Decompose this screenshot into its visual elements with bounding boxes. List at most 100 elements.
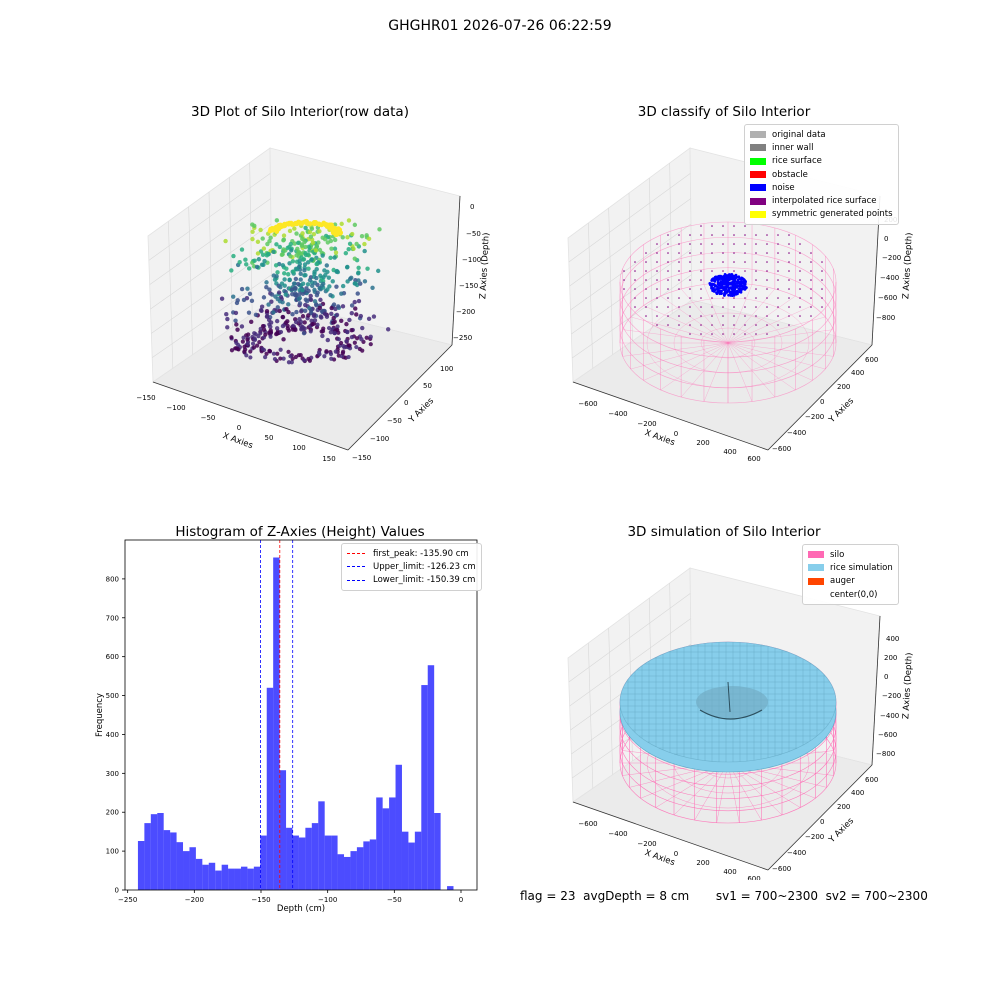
legend-label: original data	[772, 129, 826, 140]
raw-point	[356, 298, 362, 304]
raw-point	[370, 285, 375, 290]
surface-dot	[656, 252, 658, 254]
raw-point	[261, 295, 267, 300]
raw-point	[273, 224, 279, 230]
raw-point	[300, 314, 306, 319]
silo-floor-spoke	[727, 305, 813, 344]
raw-point	[239, 324, 245, 329]
legend-swatch	[750, 197, 766, 205]
raw-point	[271, 310, 276, 315]
legend-label: inner wall	[772, 142, 814, 153]
surface-dot	[788, 234, 790, 236]
raw-point	[305, 282, 311, 287]
raw-point	[258, 331, 263, 336]
raw-point	[303, 218, 309, 224]
surface-dot	[744, 243, 746, 245]
raw-point	[349, 303, 355, 308]
surface-dot	[700, 243, 702, 245]
raw-point	[282, 283, 287, 288]
raw-point	[325, 337, 331, 343]
raw-xtick: −100	[166, 404, 185, 412]
surface-dot	[656, 261, 658, 263]
raw-point	[293, 319, 299, 325]
noise-point	[730, 273, 734, 276]
surface-dot	[733, 252, 735, 254]
raw-point	[319, 283, 325, 288]
surface-dot	[788, 306, 790, 308]
noise-point	[716, 286, 720, 290]
figure-title: GHGHR01 2026-07-26 06:22:59	[388, 18, 612, 34]
raw-point	[260, 324, 266, 329]
raw-point	[253, 312, 259, 318]
raw-point	[314, 244, 319, 249]
surface-dot	[634, 279, 636, 281]
raw-point	[322, 268, 327, 273]
simulation-xlabel: X Axies	[643, 848, 676, 868]
raw-point	[241, 297, 247, 303]
raw-point	[306, 266, 311, 271]
raw-point	[278, 284, 283, 290]
raw-point	[294, 309, 299, 315]
simulation-ztick: 400	[886, 635, 899, 643]
surface-dot	[645, 297, 647, 299]
raw-point	[275, 305, 280, 310]
surface-dot	[678, 297, 680, 299]
raw-point	[345, 264, 350, 270]
raw-point	[283, 292, 288, 297]
raw-point	[299, 309, 304, 314]
raw-point	[268, 235, 273, 240]
surface-dot	[766, 288, 768, 290]
raw-point	[342, 345, 347, 350]
surface-dot	[799, 279, 801, 281]
surface-dot	[766, 315, 768, 317]
surface-dot	[810, 297, 812, 299]
histogram-bar	[234, 868, 241, 890]
surface-dot	[678, 324, 680, 326]
raw-point	[349, 311, 354, 316]
noise-point	[720, 286, 724, 290]
raw-point	[278, 329, 284, 335]
surface-dot	[821, 297, 823, 299]
legend-swatch	[808, 591, 824, 599]
legend-item: center(0,0)	[808, 588, 893, 601]
classify-zlabel: Z Axies (Depth)	[901, 232, 914, 299]
legend-item: rice surface	[750, 155, 893, 168]
legend-label: symmetric generated points	[772, 209, 893, 220]
surface-dot	[777, 261, 779, 263]
surface-dot	[799, 288, 801, 290]
surface-dot	[755, 252, 757, 254]
raw-point	[360, 325, 365, 331]
surface-dot	[722, 234, 724, 236]
surface-dot	[799, 243, 801, 245]
raw-point	[343, 250, 349, 256]
raw-point	[244, 353, 249, 358]
surface-dot	[722, 333, 724, 335]
surface-dot	[689, 306, 691, 308]
raw-point	[233, 318, 238, 323]
surface-dot	[678, 315, 680, 317]
histogram-bar	[247, 868, 254, 890]
raw-point	[269, 299, 274, 304]
noise-point	[716, 283, 720, 286]
raw-point	[266, 302, 271, 307]
noise-point	[723, 272, 727, 276]
raw-point	[280, 251, 285, 257]
raw-point	[286, 349, 291, 354]
noise-point	[720, 281, 724, 284]
surface-dot	[711, 333, 713, 335]
histogram-xtick-label: 0	[459, 896, 463, 904]
raw-point	[335, 324, 340, 329]
silo-floor-spoke	[727, 342, 753, 402]
histogram-ytick-label: 200	[106, 809, 119, 817]
raw-point	[296, 297, 302, 302]
raw-point	[354, 312, 359, 317]
simulation-xtick: −400	[608, 830, 627, 838]
histogram-bar	[356, 847, 364, 890]
simulation-ytick: 0	[820, 818, 824, 826]
surface-dot	[700, 225, 702, 227]
surface-dot	[711, 225, 713, 227]
raw-point	[310, 240, 316, 245]
raw-point	[308, 293, 313, 299]
noise-point	[729, 282, 733, 286]
raw-point	[272, 277, 278, 282]
